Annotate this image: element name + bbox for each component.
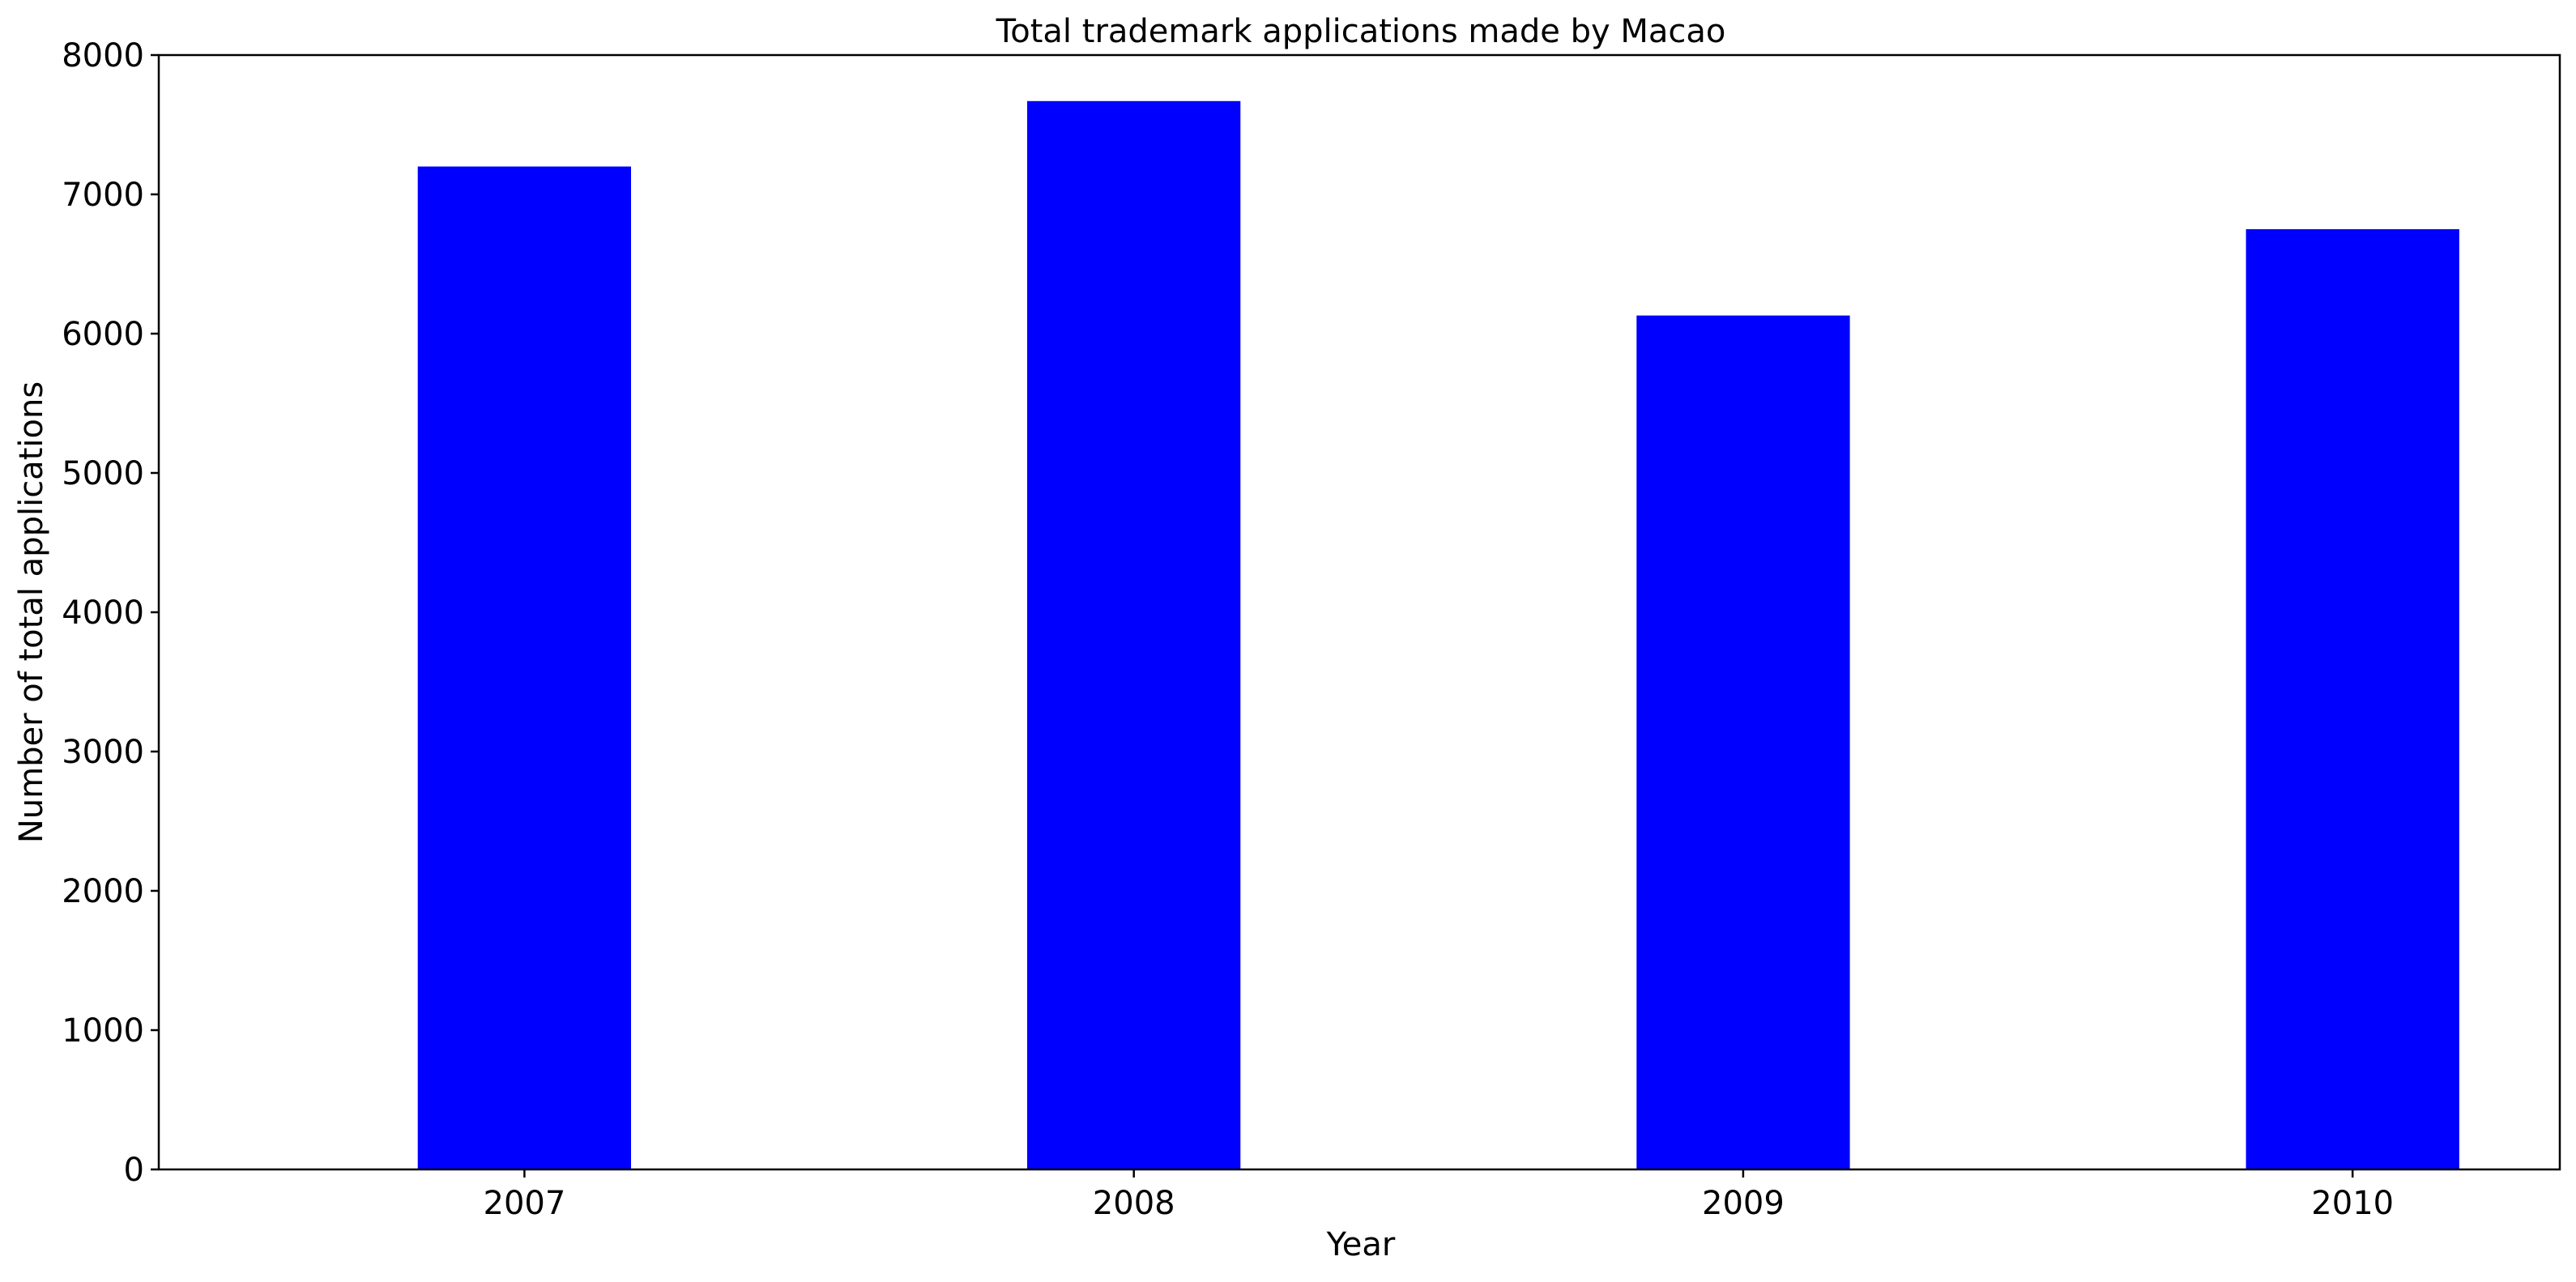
y-tick-label-5000: 5000 <box>62 455 144 492</box>
x-tick-label-2009: 2009 <box>1702 1185 1785 1222</box>
y-axis-label: Number of total applications <box>13 381 50 843</box>
plot-area-frame <box>157 53 2561 1171</box>
x-axis-label: Year <box>1326 1226 1396 1263</box>
y-axis-ticks: 0 1000 2000 3000 4000 5000 6000 7000 8000 <box>62 37 159 1189</box>
y-tick-label-0: 0 <box>124 1152 144 1189</box>
x-tick-label-2007: 2007 <box>484 1185 566 1222</box>
bar-2010 <box>2245 229 2459 1169</box>
chart-title: Total trademark applications made by Mac… <box>996 13 1726 50</box>
y-tick-label-1000: 1000 <box>62 1012 144 1050</box>
y-tick-label-7000: 7000 <box>62 177 144 214</box>
y-tick-label-4000: 4000 <box>62 594 144 632</box>
bar-2007 <box>417 166 631 1170</box>
bars-layer <box>417 100 2459 1170</box>
bar-2009 <box>1636 315 1850 1170</box>
y-tick-label-2000: 2000 <box>62 873 144 910</box>
x-axis-ticks: 2007 2008 2009 2010 <box>484 1169 2394 1222</box>
x-tick-label-2010: 2010 <box>2311 1185 2394 1222</box>
bar-2008 <box>1027 100 1241 1169</box>
y-tick-label-3000: 3000 <box>62 734 144 771</box>
x-tick-label-2008: 2008 <box>1093 1185 1175 1222</box>
y-tick-label-8000: 8000 <box>62 37 144 75</box>
y-tick-label-6000: 6000 <box>62 316 144 353</box>
